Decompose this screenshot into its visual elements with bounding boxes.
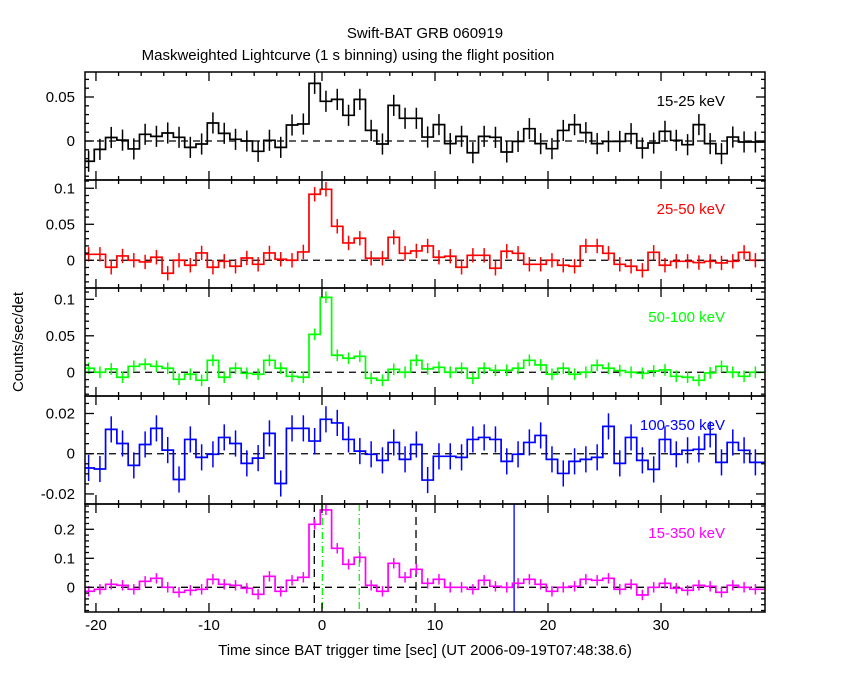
y-tick-label: 0 (67, 364, 75, 381)
y-tick-label: 0.05 (46, 89, 75, 106)
y-tick-label: 0 (67, 446, 75, 463)
y-tick-label: 0 (67, 252, 75, 269)
chart-title: Swift-BAT GRB 060919 (347, 25, 503, 42)
panel-frame (84, 179, 766, 289)
series-15-350-keV (85, 504, 765, 601)
panel-4: 0 0.1 0.2 15-350 keV -20 -10 0 10 20 30 (54, 503, 766, 634)
panel-2: 0 0.05 0.1 50-100 keV (46, 287, 766, 397)
panel-frame (84, 287, 766, 397)
step-line (85, 296, 765, 382)
x-tick-label: -10 (198, 617, 220, 634)
energy-band-label: 25-50 keV (657, 201, 725, 218)
series-15-25-keV (85, 72, 765, 172)
step-line (85, 82, 765, 163)
energy-band-label: 15-350 keV (648, 525, 725, 542)
y-tick-label: -0.02 (41, 486, 75, 503)
energy-band-label: 100-350 keV (640, 417, 725, 434)
step-line (85, 509, 765, 596)
series-100-350-keV (85, 406, 765, 497)
energy-band-label: 15-25 keV (657, 93, 725, 110)
y-axis-label: Counts/sec/det (10, 291, 27, 392)
step-line (85, 188, 765, 275)
x-axis-label: Time since BAT trigger time [sec] (UT 20… (218, 642, 632, 659)
y-tick-label: 0.1 (54, 550, 75, 567)
y-tick-label: 0.05 (46, 328, 75, 345)
y-tick-label: 0.2 (54, 521, 75, 538)
panel-frame (84, 71, 766, 181)
y-tick-label: 0 (67, 133, 75, 150)
panel-frame (84, 395, 766, 505)
step-line (85, 418, 765, 485)
chart-subtitle: Maskweighted Lightcurve (1 s binning) us… (142, 47, 555, 64)
y-tick-label: 0 (67, 579, 75, 596)
x-tick-label: -20 (85, 617, 107, 634)
x-tick-label: 10 (427, 617, 444, 634)
series-25-50-keV (85, 182, 765, 281)
x-tick-label: 0 (318, 617, 326, 634)
y-tick-label: 0.1 (54, 180, 75, 197)
y-tick-label: 0.05 (46, 216, 75, 233)
y-tick-label: 0.02 (46, 405, 75, 422)
x-tick-label: 20 (540, 617, 557, 634)
panel-0: 0 0.05 15-25 keV (46, 71, 766, 181)
panel-3: -0.02 0 0.02 100-350 keV (41, 395, 766, 505)
y-tick-label: 0.1 (54, 291, 75, 308)
panel-1: 0 0.05 0.1 25-50 keV (46, 179, 766, 289)
panel-frame (84, 503, 766, 613)
series-50-100-keV (85, 291, 765, 387)
x-tick-label: 30 (653, 617, 670, 634)
energy-band-label: 50-100 keV (648, 309, 725, 326)
